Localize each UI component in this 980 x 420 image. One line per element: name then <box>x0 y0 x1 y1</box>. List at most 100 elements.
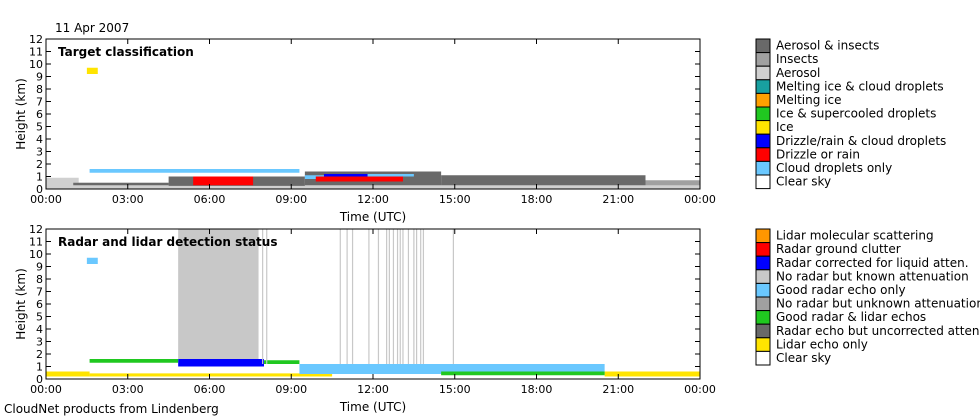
region-7 <box>604 371 700 377</box>
region-10 <box>86 257 98 264</box>
footer-credit: CloudNet products from Lindenberg <box>4 402 219 416</box>
region-6 <box>645 180 700 186</box>
y-tick-label-4: 4 <box>36 133 43 146</box>
legend-swatch-5 <box>755 296 771 312</box>
region-7 <box>89 169 300 173</box>
y-tick-label-0: 0 <box>36 373 43 386</box>
legend-swatch-4 <box>755 92 771 108</box>
legend-label-4: Good radar echo only <box>776 283 906 297</box>
y-tick-label-11: 11 <box>29 236 43 249</box>
x-tick-label-7: 21:00 <box>602 193 634 206</box>
x-tick-label-5: 15:00 <box>439 383 471 396</box>
legend-swatch-7 <box>755 133 771 149</box>
x-tick-label-7: 21:00 <box>602 383 634 396</box>
x-tick-label-8: 00:00 <box>684 383 716 396</box>
panel-title: Radar and lidar detection status <box>58 235 277 249</box>
x-tick-label-1: 03:00 <box>112 383 144 396</box>
legend-swatch-0 <box>755 228 771 244</box>
x-tick-label-6: 18:00 <box>521 383 553 396</box>
x-tick-label-4: 12:00 <box>357 383 389 396</box>
legend-label-8: Drizzle or rain <box>776 147 860 161</box>
legend-label-7: Drizzle/rain & cloud droplets <box>776 134 946 148</box>
region-13 <box>86 67 98 74</box>
legend-swatch-1 <box>755 52 771 67</box>
legend-swatch-6 <box>755 310 771 325</box>
legend-swatch-9 <box>755 160 771 176</box>
y-tick-label-1: 1 <box>36 171 43 184</box>
y-tick-label-12: 12 <box>29 33 43 46</box>
y-tick-label-12: 12 <box>29 223 43 236</box>
x-tick-label-2: 06:00 <box>194 383 226 396</box>
region-3 <box>264 360 300 364</box>
legend-swatch-6 <box>755 120 771 135</box>
y-tick-label-1: 1 <box>36 361 43 374</box>
x-tick-label-2: 06:00 <box>194 193 226 206</box>
region-2 <box>73 182 169 186</box>
region-8 <box>299 364 605 374</box>
y-tick-label-10: 10 <box>29 248 43 261</box>
y-axis-label: Height (km) <box>14 78 28 149</box>
region-5 <box>441 175 646 186</box>
legend-label-2: Radar corrected for liquid atten. <box>776 256 969 270</box>
region-12 <box>315 176 403 182</box>
region-9 <box>340 174 414 177</box>
y-tick-label-3: 3 <box>36 336 43 349</box>
legend-swatch-8 <box>755 337 771 352</box>
legend-label-3: Melting ice & cloud droplets <box>776 79 944 93</box>
x-tick-label-3: 09:00 <box>275 383 307 396</box>
legend-label-4: Melting ice <box>776 93 841 107</box>
legend-label-7: Radar echo but uncorrected atten. <box>776 324 980 338</box>
legend-label-1: Radar ground clutter <box>776 242 901 256</box>
region-1 <box>46 177 79 189</box>
x-tick-label-8: 00:00 <box>684 193 716 206</box>
legend-label-0: Aerosol & insects <box>776 39 879 53</box>
x-tick-label-5: 15:00 <box>439 193 471 206</box>
y-tick-label-5: 5 <box>36 121 43 134</box>
legend-label-8: Lidar echo only <box>776 337 868 351</box>
legend-swatch-0 <box>755 38 771 54</box>
y-tick-label-6: 6 <box>36 108 43 121</box>
data-regions <box>46 67 700 189</box>
legend-swatch-3 <box>755 79 771 94</box>
legend-swatch-9 <box>755 350 771 366</box>
y-tick-label-8: 8 <box>36 83 43 96</box>
y-tick-label-5: 5 <box>36 311 43 324</box>
y-tick-label-3: 3 <box>36 146 43 159</box>
legend-label-10: Clear sky <box>776 175 831 189</box>
y-axis-label: Height (km) <box>14 268 28 339</box>
date-label: 11 Apr 2007 <box>55 21 129 35</box>
x-tick-label-1: 03:00 <box>112 193 144 206</box>
legend-label-5: No radar but unknown attenuation <box>776 297 980 311</box>
region-10 <box>193 176 254 186</box>
y-tick-label-0: 0 <box>36 183 43 196</box>
panel-title: Target classification <box>58 45 194 59</box>
x-tick-label-0: 00:00 <box>30 193 62 206</box>
y-tick-label-4: 4 <box>36 323 43 336</box>
legend-label-6: Good radar & lidar echos <box>776 310 926 324</box>
x-tick-label-3: 09:00 <box>275 193 307 206</box>
plot-frame <box>45 228 701 380</box>
region-2 <box>89 359 179 363</box>
y-tick-label-9: 9 <box>36 71 43 84</box>
legend-label-3: No radar but known attenuation <box>776 269 969 283</box>
y-tick-label-2: 2 <box>36 348 43 361</box>
y-tick-label-8: 8 <box>36 273 43 286</box>
x-axis-label: Time (UTC) <box>339 400 406 414</box>
legend-label-1: Insects <box>776 52 818 66</box>
x-tick-label-0: 00:00 <box>30 383 62 396</box>
x-axis-label: Time (UTC) <box>339 210 406 224</box>
region-9 <box>441 371 605 376</box>
y-tick-label-2: 2 <box>36 158 43 171</box>
legend-swatch-10 <box>755 174 771 190</box>
region-11 <box>323 174 368 177</box>
legend-swatch-7 <box>755 323 771 339</box>
x-tick-label-6: 18:00 <box>521 193 553 206</box>
legend-label-9: Clear sky <box>776 351 831 365</box>
legend-label-0: Lidar molecular scattering <box>776 229 934 243</box>
legend-swatch-5 <box>755 106 771 122</box>
y-tick-label-7: 7 <box>36 286 43 299</box>
